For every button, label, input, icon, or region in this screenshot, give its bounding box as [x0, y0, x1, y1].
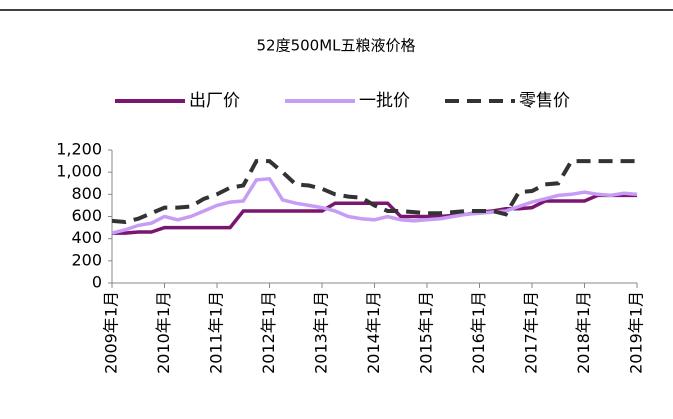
series-line	[111, 159, 637, 225]
x-tick-label: 2010年1月	[154, 291, 173, 374]
x-tick-label: 2015年1月	[417, 291, 436, 374]
y-tick-label: 200	[71, 250, 102, 269]
x-tick-label: 2018年1月	[574, 291, 593, 374]
legend-label: 一批价	[359, 91, 410, 111]
series-line	[112, 193, 637, 235]
chart-title: 52度500ML五粮液价格	[256, 37, 415, 55]
y-tick-label: 1,200	[56, 140, 102, 159]
x-tick-label: 2019年1月	[627, 291, 646, 374]
y-tick-label: 600	[71, 206, 102, 225]
y-tick-label: 1,000	[56, 162, 102, 181]
x-tick-label: 2016年1月	[469, 291, 488, 374]
x-tick-label: 2014年1月	[364, 291, 383, 374]
legend-label: 零售价	[519, 91, 570, 111]
x-tick-label: 2009年1月	[102, 291, 121, 374]
y-tick-label: 400	[71, 228, 102, 247]
y-tick-label: 800	[71, 184, 102, 203]
x-tick-label: 2011年1月	[207, 291, 226, 374]
legend-label: 出厂价	[189, 91, 240, 111]
x-tick-label: 2013年1月	[312, 291, 331, 374]
x-tick-label: 2012年1月	[259, 291, 278, 374]
y-tick-label: 0	[92, 273, 102, 292]
x-tick-label: 2017年1月	[522, 291, 541, 374]
series-line	[111, 176, 638, 235]
